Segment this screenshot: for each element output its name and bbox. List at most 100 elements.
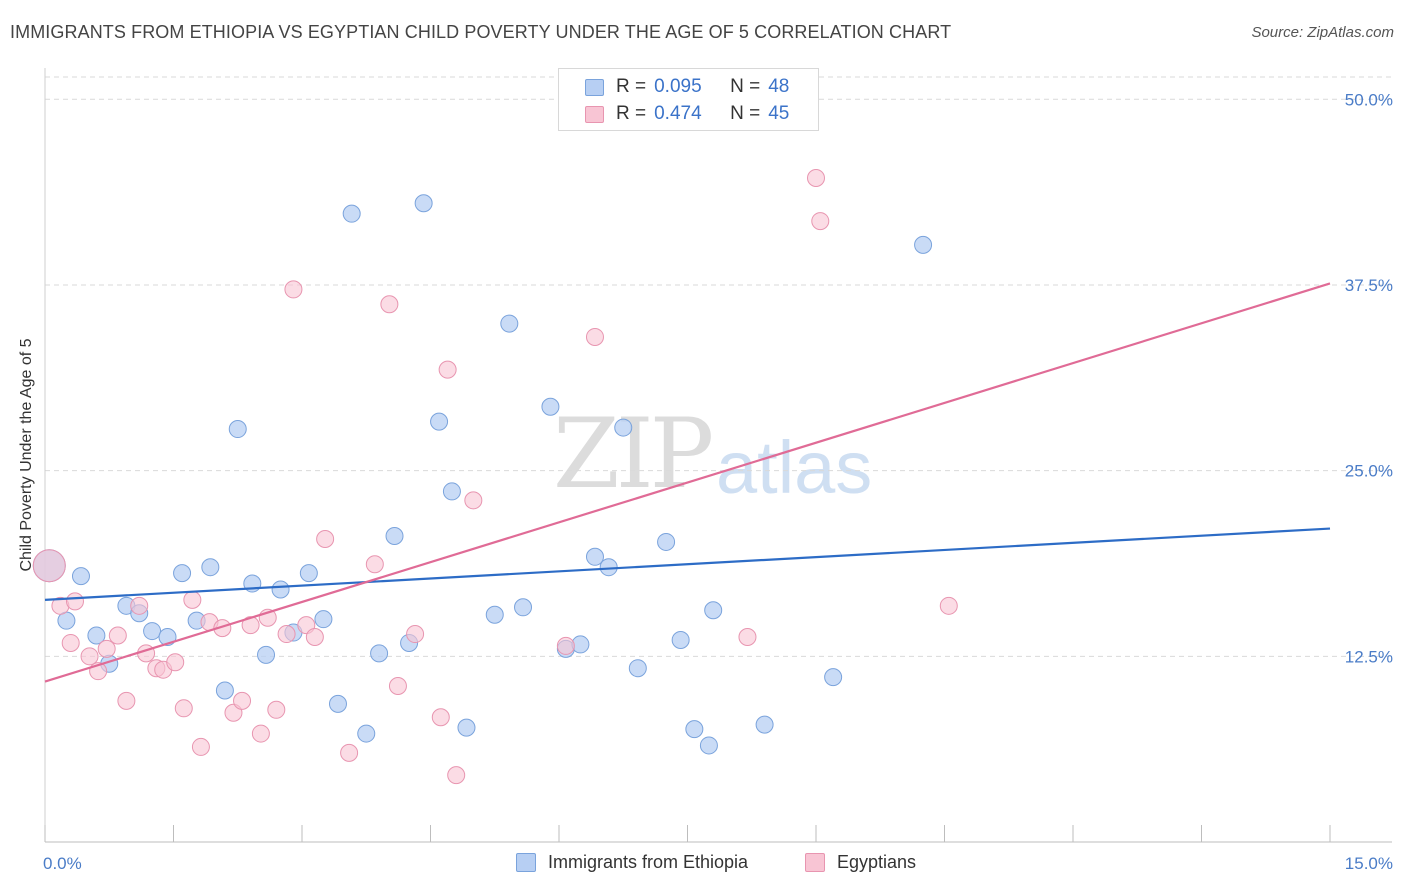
legend-r-label: R = bbox=[616, 76, 647, 97]
data-point-egyptians bbox=[80, 647, 99, 666]
tick-labels: 12.5% 25.0% 37.5% 50.0% 0.0% 15.0% bbox=[43, 90, 1393, 873]
data-point-egyptians bbox=[464, 491, 483, 510]
bottom-legend-egyptians: Egyptians bbox=[805, 852, 916, 873]
data-point-egyptians bbox=[380, 295, 399, 314]
data-point-egyptians bbox=[233, 691, 252, 710]
trend-lines bbox=[44, 282, 1331, 683]
bottom-legend-swatch-ethiopia bbox=[516, 853, 536, 872]
data-point-ethiopia bbox=[585, 547, 604, 566]
data-point-egyptians bbox=[340, 743, 359, 762]
data-point-ethiopia bbox=[628, 659, 647, 678]
data-point-egyptians bbox=[556, 636, 575, 655]
data-point-ethiopia bbox=[414, 194, 433, 213]
y-tick-label: 37.5% bbox=[1345, 276, 1393, 295]
data-point-egyptians bbox=[807, 169, 825, 188]
data-point-ethiopia bbox=[271, 580, 290, 599]
data-point-ethiopia bbox=[143, 622, 162, 641]
legend-row-ethiopia: R = 0.095 N = 48 bbox=[585, 74, 789, 100]
data-point-ethiopia bbox=[173, 564, 192, 583]
data-point-ethiopia bbox=[457, 718, 476, 737]
data-point-ethiopia bbox=[914, 235, 933, 254]
data-point-ethiopia bbox=[541, 397, 560, 416]
data-point-egyptians bbox=[447, 766, 466, 785]
trend-line-egyptians bbox=[44, 282, 1331, 683]
legend-r-value: 0.095 bbox=[654, 76, 702, 97]
data-point-egyptians bbox=[32, 549, 66, 583]
trend-line-ethiopia bbox=[44, 527, 1331, 601]
data-point-ethiopia bbox=[228, 420, 247, 439]
bottom-legend-ethiopia: Immigrants from Ethiopia bbox=[516, 852, 748, 873]
gridlines bbox=[45, 76, 1392, 657]
data-point-ethiopia bbox=[201, 558, 220, 577]
data-point-egyptians bbox=[388, 677, 407, 696]
data-point-egyptians bbox=[316, 529, 335, 548]
data-point-ethiopia bbox=[314, 610, 333, 629]
data-point-egyptians bbox=[183, 590, 202, 609]
legend-r-label: R = bbox=[616, 103, 647, 124]
data-point-ethiopia bbox=[657, 532, 676, 551]
legend-n-label: N = bbox=[730, 76, 761, 97]
data-point-ethiopia bbox=[614, 418, 633, 437]
data-point-egyptians bbox=[406, 625, 425, 644]
data-point-egyptians bbox=[191, 737, 210, 756]
legend-r-value: 0.474 bbox=[654, 103, 702, 124]
data-point-egyptians bbox=[97, 639, 116, 658]
data-point-ethiopia bbox=[87, 626, 106, 645]
data-point-ethiopia bbox=[299, 564, 318, 583]
axes bbox=[44, 68, 1392, 843]
correlation-legend: R = 0.095 N = 48 R = 0.474 N = 45 bbox=[558, 68, 819, 131]
legend-swatch-egyptians bbox=[585, 105, 604, 123]
data-point-egyptians bbox=[174, 699, 193, 718]
data-point-egyptians bbox=[277, 625, 296, 644]
data-point-egyptians bbox=[65, 592, 84, 611]
data-point-ethiopia bbox=[215, 681, 234, 700]
data-point-ethiopia bbox=[370, 644, 389, 663]
data-point-ethiopia bbox=[71, 567, 90, 586]
data-point-egyptians bbox=[939, 596, 958, 615]
data-point-ethiopia bbox=[257, 645, 276, 664]
data-point-egyptians bbox=[251, 724, 270, 743]
data-point-ethiopia bbox=[385, 527, 404, 545]
data-point-egyptians bbox=[241, 616, 260, 635]
data-point-ethiopia bbox=[514, 598, 533, 617]
data-point-ethiopia bbox=[485, 605, 504, 624]
y-tick-label: 25.0% bbox=[1345, 462, 1393, 481]
watermark-zip: ZIP bbox=[553, 398, 714, 510]
data-point-ethiopia bbox=[704, 601, 723, 620]
chart-title: IMMIGRANTS FROM ETHIOPIA VS EGYPTIAN CHI… bbox=[10, 22, 952, 42]
data-point-egyptians bbox=[213, 619, 232, 638]
source-credit: Source: ZipAtlas.com bbox=[1251, 24, 1394, 41]
bottom-legend-label-egyptians: Egyptians bbox=[837, 852, 917, 872]
data-point-egyptians bbox=[61, 633, 80, 652]
series-egyptians-points bbox=[32, 169, 958, 785]
data-point-ethiopia bbox=[357, 724, 376, 743]
x-tick-label: 15.0% bbox=[1345, 854, 1393, 873]
data-point-egyptians bbox=[267, 700, 286, 719]
data-point-egyptians bbox=[738, 628, 757, 647]
data-point-egyptians bbox=[130, 596, 149, 615]
data-point-egyptians bbox=[438, 360, 457, 379]
data-point-ethiopia bbox=[671, 630, 690, 649]
data-point-ethiopia bbox=[500, 314, 519, 333]
legend-n-label: N = bbox=[730, 103, 761, 124]
legend-n-value: 45 bbox=[768, 103, 790, 124]
data-point-ethiopia bbox=[442, 482, 461, 501]
x-tick-label: 0.0% bbox=[43, 854, 82, 873]
data-point-egyptians bbox=[431, 708, 450, 727]
bottom-legend-swatch-egyptians bbox=[805, 853, 825, 872]
data-point-egyptians bbox=[117, 691, 136, 710]
legend-row-egyptians: R = 0.474 N = 45 bbox=[585, 101, 789, 127]
watermark-atlas: atlas bbox=[716, 426, 873, 509]
data-point-ethiopia bbox=[685, 720, 704, 739]
data-point-ethiopia bbox=[824, 668, 843, 687]
data-point-ethiopia bbox=[755, 715, 774, 734]
data-point-egyptians bbox=[585, 327, 604, 346]
data-point-egyptians bbox=[305, 628, 324, 647]
data-point-ethiopia bbox=[328, 694, 347, 713]
data-point-ethiopia bbox=[342, 204, 361, 223]
data-point-egyptians bbox=[108, 626, 127, 645]
legend-swatch-ethiopia bbox=[585, 78, 604, 96]
legend-n-value: 48 bbox=[768, 76, 790, 97]
data-point-egyptians bbox=[284, 280, 303, 299]
